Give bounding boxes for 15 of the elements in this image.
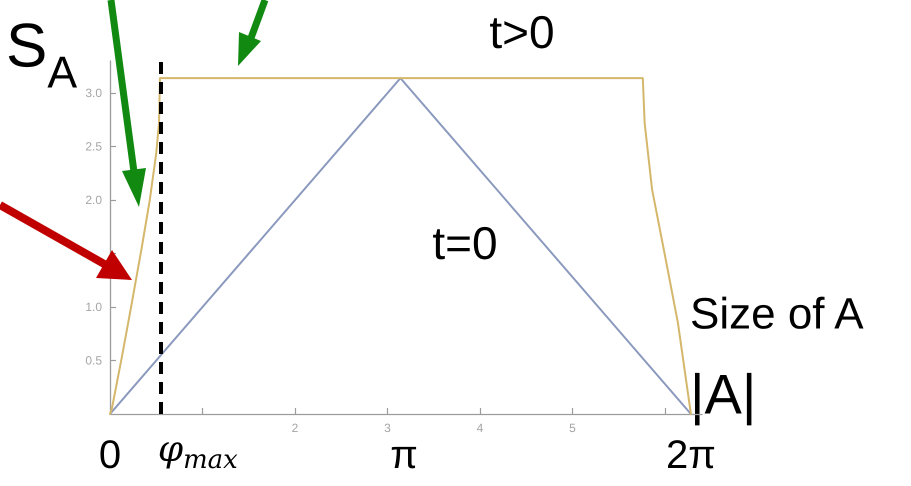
y-tick-label: 0.5	[85, 354, 102, 368]
y-tick-label: 3.0	[85, 86, 102, 100]
x-axis-title: Size of A |A|	[690, 290, 864, 426]
series-label: t=0	[432, 217, 498, 269]
x-tick-label: 2	[292, 421, 299, 435]
series-label: t>0	[489, 6, 555, 58]
x-tick-label: 5	[569, 421, 576, 435]
annotation: 0	[98, 433, 122, 477]
x-tick-label: 4	[476, 421, 484, 435]
y-tick-label: 2.0	[85, 193, 102, 208]
y-tick-label: 1.0	[85, 300, 102, 314]
x-tick-label: 3	[384, 421, 392, 435]
annotation: 2π	[666, 433, 716, 477]
text: π	[390, 433, 418, 477]
y-tick-label: 2.5	[85, 140, 102, 154]
